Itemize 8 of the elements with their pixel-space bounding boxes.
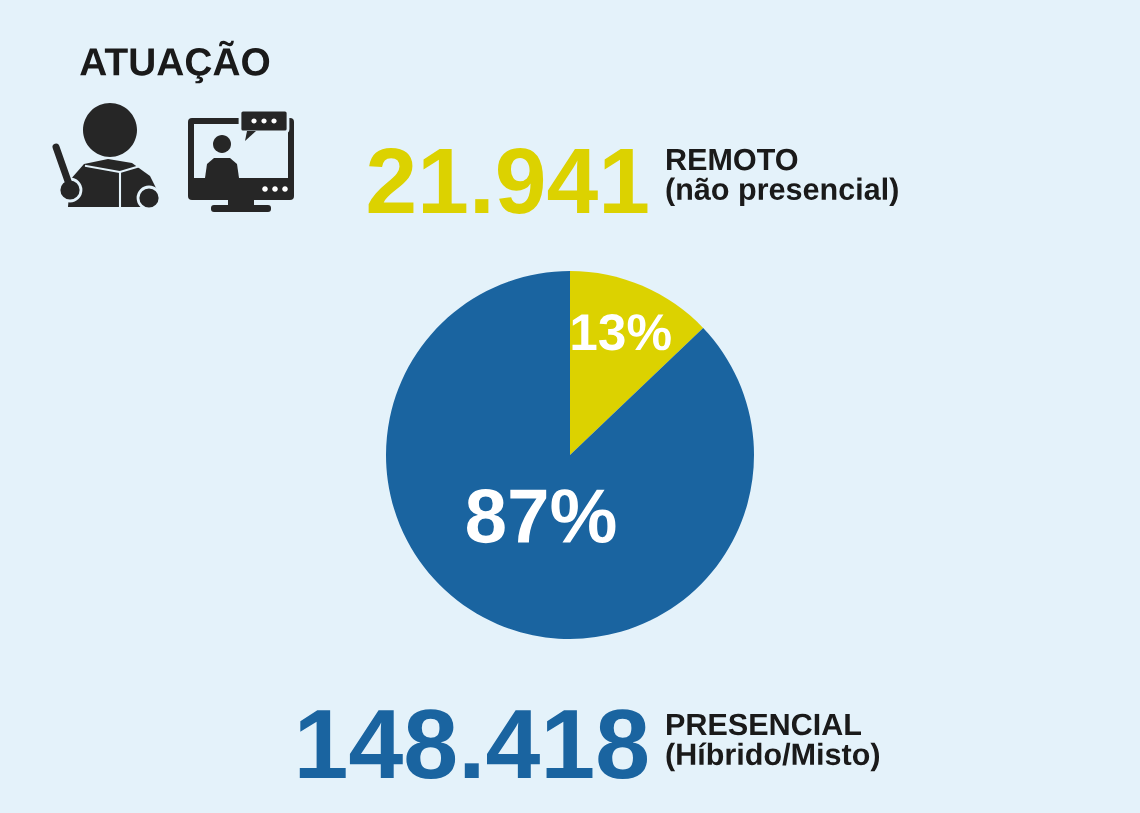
pie-slice — [386, 271, 754, 639]
text: 13% — [572, 314, 671, 351]
chart-title: ATUAÇÃO — [80, 40, 270, 84]
data-label: 21.941 — [368, 148, 648, 214]
text: 87% — [467, 489, 616, 544]
data-label: 148.418 — [299, 709, 648, 779]
slice-label: PRESENCIAL (Híbrido/Misto) — [666, 713, 880, 772]
slice-label: REMOTO (não presencial) — [666, 148, 898, 207]
